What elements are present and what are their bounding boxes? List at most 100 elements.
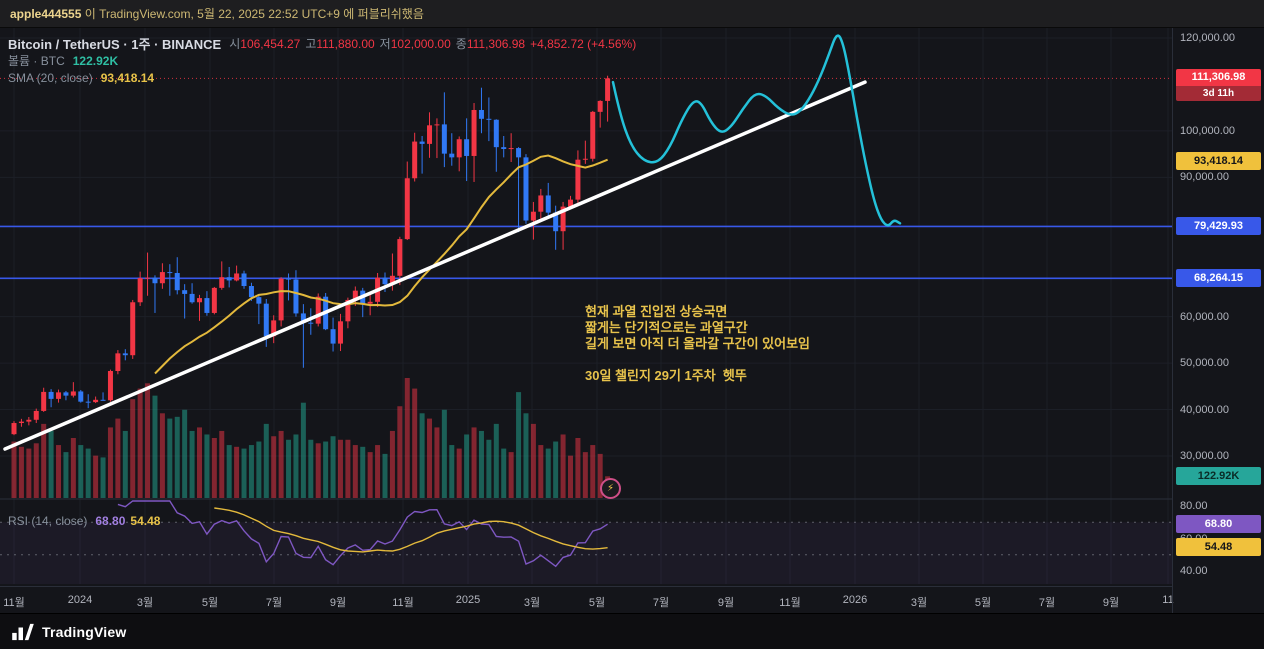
candle-body [597,100,603,112]
candle-body [434,124,440,126]
volume-label[interactable]: 볼륨 · BTC [8,54,65,68]
tradingview-wordmark[interactable]: TradingView [42,623,127,640]
volume-bar [582,452,588,498]
time-tick: 11 [1162,594,1174,606]
volume-bar [545,448,551,498]
tradingview-logo-icon[interactable] [12,623,34,641]
rsi-label[interactable]: RSI (14, close) [8,514,88,528]
candle-body [308,322,314,324]
volume-row: 볼륨 · BTC 122.92K [8,52,636,69]
candle-body [48,391,54,399]
volume-bar [315,443,321,498]
volume-bar [345,439,351,498]
volume-bar [167,418,173,498]
chart-canvas[interactable] [0,28,1172,586]
level-badge-1: 79,429.93 [1176,217,1261,236]
annotation-line [585,352,810,368]
candle-body [575,159,581,200]
volume-bar [419,413,425,498]
candle-body [226,277,232,281]
close-value: 111,306.98 [466,36,526,51]
candle-body [159,272,165,284]
trendline[interactable] [3,80,867,451]
candle-body [56,392,62,399]
volume-bar [523,413,529,498]
candle-body [412,141,418,179]
volume-bar [78,445,84,498]
candle-body [300,313,306,323]
time-tick: 11월 [3,597,25,609]
sma-line [154,154,608,375]
symbol-title[interactable]: Bitcoin / TetherUS · 1주 · BINANCE [8,37,222,52]
candle-body [33,410,39,420]
volume-bar [18,446,24,498]
time-tick: 3월 [136,597,154,609]
annotation-text[interactable]: 현재 과열 진입전 상승국면 짧게는 단기적으로는 과열구간 길게 보면 아직 더 … [585,304,810,384]
low-label: 저 [379,37,391,51]
volume-value-badge: 122.92K [1176,467,1261,486]
change-value: +4,852.72 (+4.56%) [530,36,637,51]
open-value: 106,454.27 [240,36,301,51]
time-tick: 2024 [67,594,93,606]
volume-bar [367,452,373,498]
candle-body [478,109,484,119]
volume-bar [248,445,254,498]
volume-bar [189,430,195,498]
volume-bar [434,427,440,498]
volume-bar [478,430,484,498]
price-tick: 120,000.00 [1180,32,1236,44]
candle-body [456,139,462,158]
publish-bar: apple444555 이 TradingView.com, 5월 22, 20… [0,0,1264,28]
publish-username[interactable]: apple444555 [10,6,82,21]
candle-body [130,302,136,356]
annotation-line: 현재 과열 진입전 상승국면 [585,304,728,319]
volume-bar [197,427,202,498]
price-tick: 90,000.00 [1180,171,1229,184]
volume-bar [382,453,388,498]
volume-bar [226,445,232,498]
sma-label[interactable]: SMA (20, close) [8,70,93,85]
candle-body [197,298,202,303]
volume-value: 122.92K [72,53,119,68]
candle-body [189,293,195,303]
candle-body [486,118,492,120]
time-tick: 11월 [392,597,414,609]
volume-bar [241,448,247,498]
candle-body [419,141,425,144]
candle-body [501,147,507,150]
last-price-value: 111,306.98 [1176,69,1261,87]
price-tick: 60,000.00 [1180,310,1229,323]
volume-bar [360,446,366,498]
volume-bar [538,445,544,498]
time-tick: 7월 [1038,597,1056,609]
volume-bar [389,430,395,498]
volume-bar [575,438,581,498]
volume-bar [300,402,306,498]
rsi-tick: 80.00 [1180,500,1208,512]
time-axis[interactable]: 11월 2024 3월 5월 7월 9월 11월 2025 3월 5월 7월 9월 11월 2026 3월 5… [0,586,1174,614]
price-axis[interactable]: 120,000.00 100,000.00 90,000.00 60,000.00 50… [1172,28,1264,613]
annotation-line: 짧게는 단기적으로는 과열구간 [585,320,748,335]
volume-bar [427,418,433,498]
candle-body [263,303,269,337]
time-tick: 5월 [974,597,992,609]
volume-bar [70,438,76,498]
candle-body [538,195,544,212]
high-label: 고 [305,37,317,51]
candle-body [174,273,180,291]
time-tick: 3월 [910,597,928,609]
volume-bar [501,448,507,498]
candle-body [85,401,91,403]
candle-body [590,111,596,159]
candle-body [234,273,240,281]
projection-line[interactable] [611,34,902,227]
volume-bar [412,388,418,498]
bar-countdown: 3d 11h [1176,86,1261,102]
volume-bar [219,430,225,498]
volume-bar [530,423,536,498]
candle-body [337,321,343,344]
plot-area[interactable]: Bitcoin / TetherUS · 1주 · BINANCE 시 106,4… [0,28,1174,609]
low-value: 102,000.00 [390,36,451,51]
rsi-ma-line [214,507,608,553]
volume-bar [493,423,499,498]
